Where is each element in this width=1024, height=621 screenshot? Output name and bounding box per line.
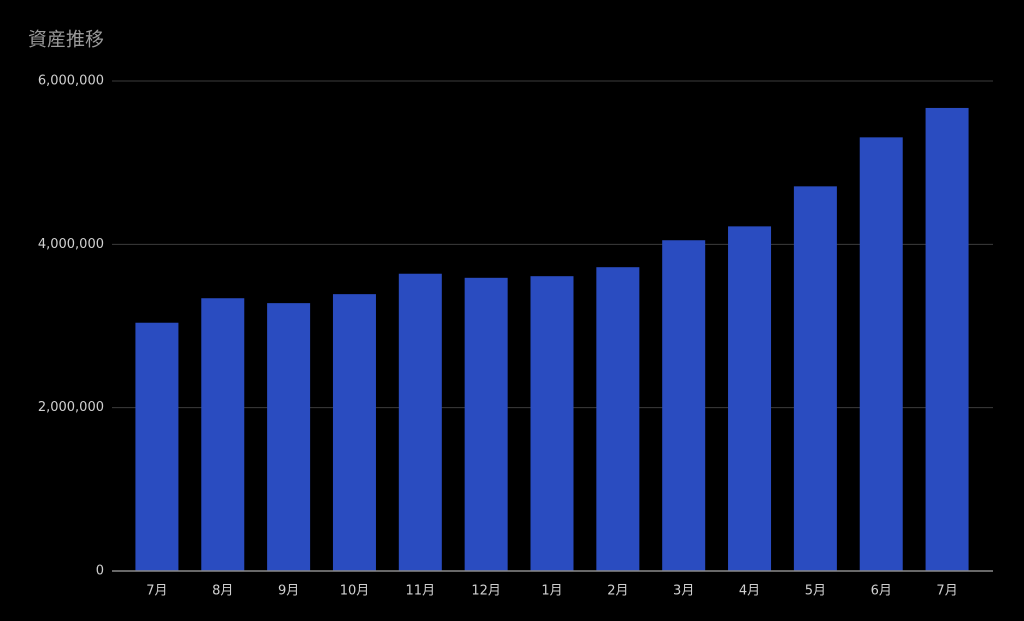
bar [135, 322, 179, 571]
x-tick-label: 3月 [673, 584, 694, 599]
bar [332, 294, 376, 571]
x-tick-label: 6月 [871, 584, 892, 599]
x-tick-label: 12月 [471, 584, 501, 599]
y-tick-label: 2,000,000 [38, 400, 104, 415]
bar [267, 303, 311, 571]
x-tick-label: 4月 [739, 584, 760, 599]
y-tick-label: 4,000,000 [38, 237, 104, 252]
x-tick-label: 1月 [541, 584, 562, 599]
bar [596, 267, 640, 571]
bar [464, 277, 508, 571]
y-tick-label: 6,000,000 [38, 74, 104, 89]
bar [530, 276, 574, 571]
x-tick-label: 2月 [607, 584, 628, 599]
x-tick-label: 10月 [340, 584, 370, 599]
x-tick-label: 8月 [212, 584, 233, 599]
bar [662, 240, 706, 571]
x-tick-label: 7月 [146, 584, 167, 599]
x-tick-label: 5月 [805, 584, 826, 599]
chart-title: 資産推移 [28, 29, 104, 51]
bar [398, 273, 442, 571]
bar [793, 186, 837, 571]
bar [201, 298, 245, 571]
bar [859, 137, 903, 571]
x-tick-label: 7月 [936, 584, 957, 599]
bar [728, 226, 772, 571]
y-tick-label: 0 [96, 564, 104, 579]
x-tick-label: 11月 [406, 584, 436, 599]
bar [925, 107, 969, 571]
x-tick-label: 9月 [278, 584, 299, 599]
